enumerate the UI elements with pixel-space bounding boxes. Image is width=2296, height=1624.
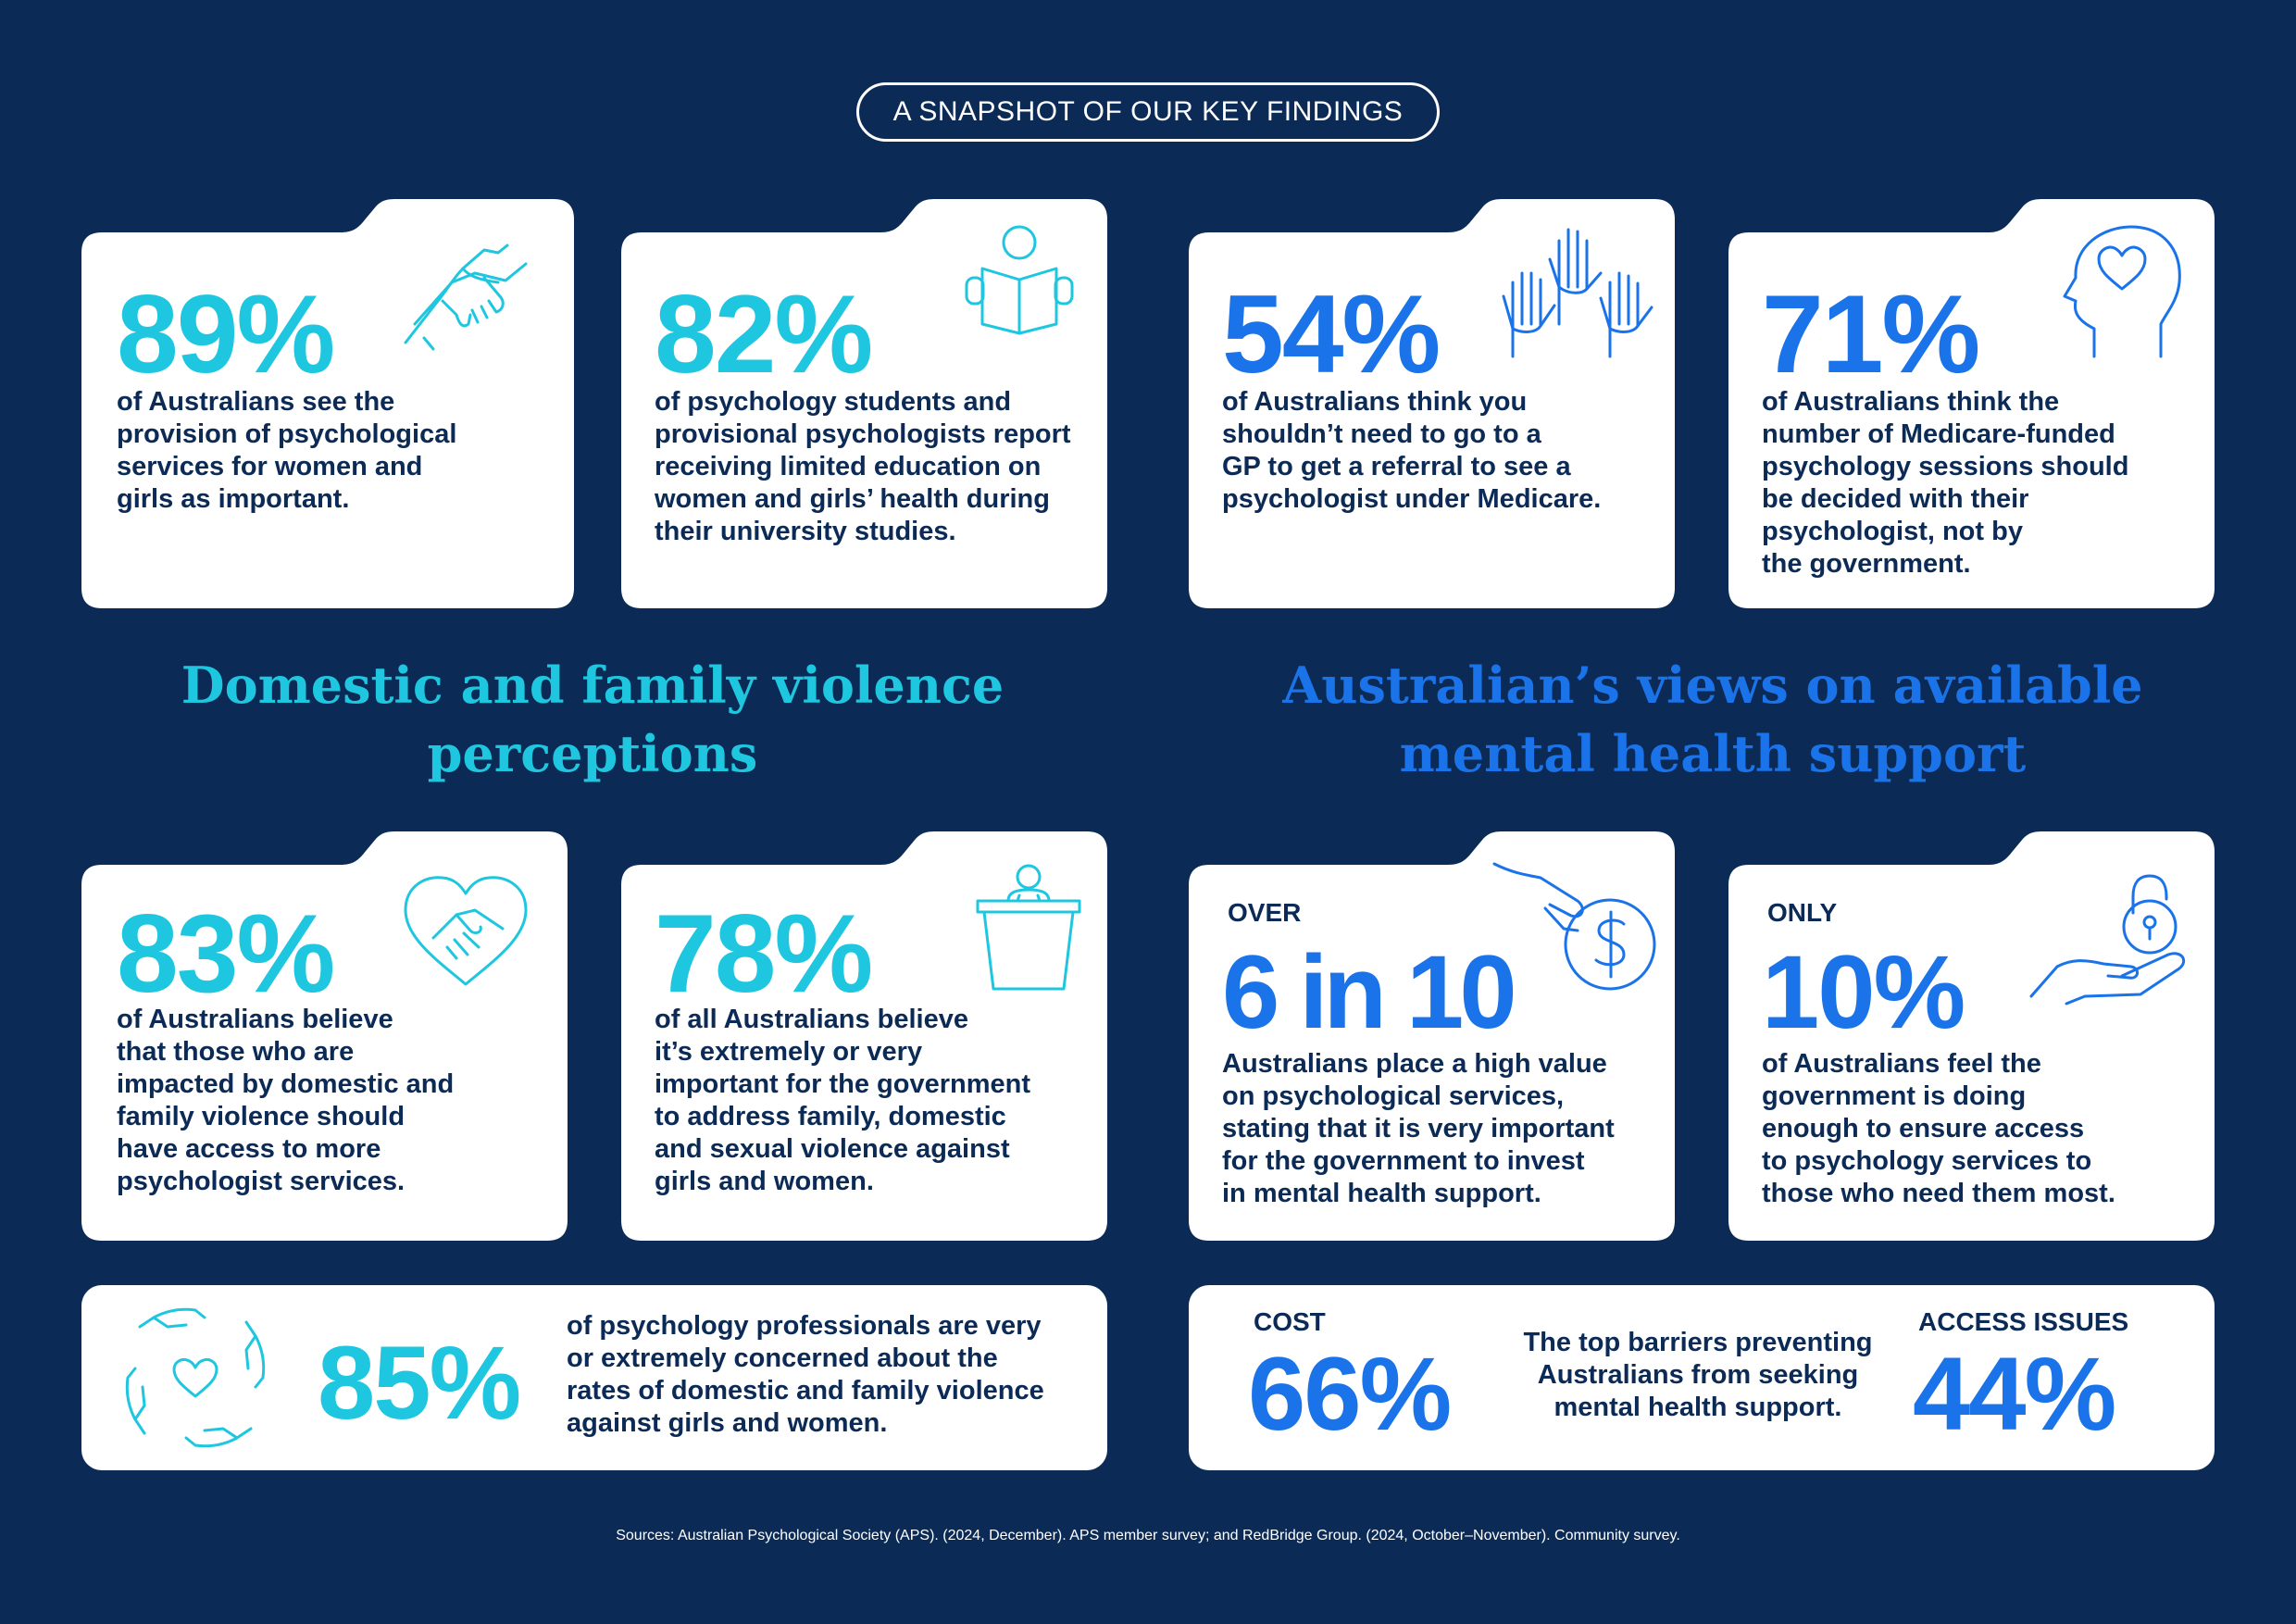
- reading-person-icon: [965, 225, 1074, 335]
- stat-card-83: 83% of Australians believe that those wh…: [81, 831, 568, 1241]
- stat-description: Australians place a high value on psycho…: [1222, 1049, 1615, 1208]
- stat-description: of Australians believe that those who ar…: [117, 1005, 455, 1196]
- stat-card-6in10: OVER 6 in 10 Australians place a high va…: [1189, 831, 1675, 1241]
- stat-description: of Australians feel the government is do…: [1762, 1049, 2115, 1208]
- stat-prefix: ONLY: [1767, 898, 1838, 927]
- stat-value: 71%: [1762, 272, 1980, 396]
- sources-footnote: Sources: Australian Psychological Societ…: [616, 1528, 1680, 1543]
- stat-card-82: 82% of psychology students and provision…: [621, 199, 1107, 608]
- handshake-icon: [404, 244, 528, 351]
- stat-value: 10%: [1762, 934, 1965, 1050]
- cost-label: COST: [1254, 1307, 1326, 1336]
- stat-card-78: 78% of all Australians believe it’s extr…: [621, 831, 1107, 1241]
- stat-description: of psychology students and provisional p…: [655, 387, 1071, 546]
- stat-description: of Australians think you shouldn’t need …: [1222, 387, 1602, 514]
- heading-domestic-violence: Domestic and family violence perceptions: [181, 656, 1004, 783]
- key-findings-pill: A SNAPSHOT OF OUR KEY FINDINGS: [856, 82, 1440, 142]
- stat-value: 89%: [117, 272, 335, 396]
- access-issues-value: 44%: [1913, 1336, 2116, 1452]
- hand-lock-icon: [2029, 874, 2186, 1006]
- stat-value: 54%: [1222, 272, 1441, 396]
- podium-speaker-icon: [976, 864, 1081, 991]
- stat-description: of all Australians believe it’s extremel…: [655, 1005, 1031, 1196]
- stat-card-71: 71% of Australians think the number of M…: [1728, 199, 2215, 608]
- stat-prefix: OVER: [1228, 898, 1302, 927]
- head-heart-icon: [2063, 225, 2181, 358]
- access-issues-label: ACCESS ISSUES: [1918, 1307, 2129, 1336]
- stat-description: of Australians think the number of Medic…: [1762, 387, 2129, 579]
- barriers-card: COST 66% The top barriers preventing Aus…: [1189, 1285, 2215, 1470]
- stat-card-89: 89% of Australians see the provision of …: [81, 199, 574, 608]
- stat-description: of Australians see the provision of psyc…: [117, 387, 457, 514]
- stat-card-85: 85% of psychology professionals are very…: [81, 1285, 1107, 1470]
- barriers-description: The top barriers preventing Australians …: [1523, 1328, 1873, 1422]
- stat-value: 78%: [655, 892, 873, 1016]
- stat-value: 85%: [318, 1325, 521, 1441]
- stat-description: of psychology professionals are very or …: [567, 1311, 1044, 1438]
- stat-card-54: 54% of Australians think you shouldn’t n…: [1189, 199, 1675, 608]
- stat-value: 83%: [117, 892, 335, 1016]
- raised-hands-icon: [1502, 228, 1653, 358]
- stat-value: 82%: [655, 272, 873, 396]
- stat-value: 6 in 10: [1222, 934, 1517, 1050]
- hands-heart-circle-icon: [125, 1307, 266, 1448]
- stat-card-10: ONLY 10% of Australians feel the governm…: [1728, 831, 2215, 1241]
- heart-handshake-icon: [404, 876, 528, 986]
- heading-mental-health-support: Australian’s views on available mental h…: [1282, 656, 2143, 783]
- cost-value: 66%: [1248, 1336, 1452, 1452]
- hand-coin-icon: [1492, 862, 1656, 991]
